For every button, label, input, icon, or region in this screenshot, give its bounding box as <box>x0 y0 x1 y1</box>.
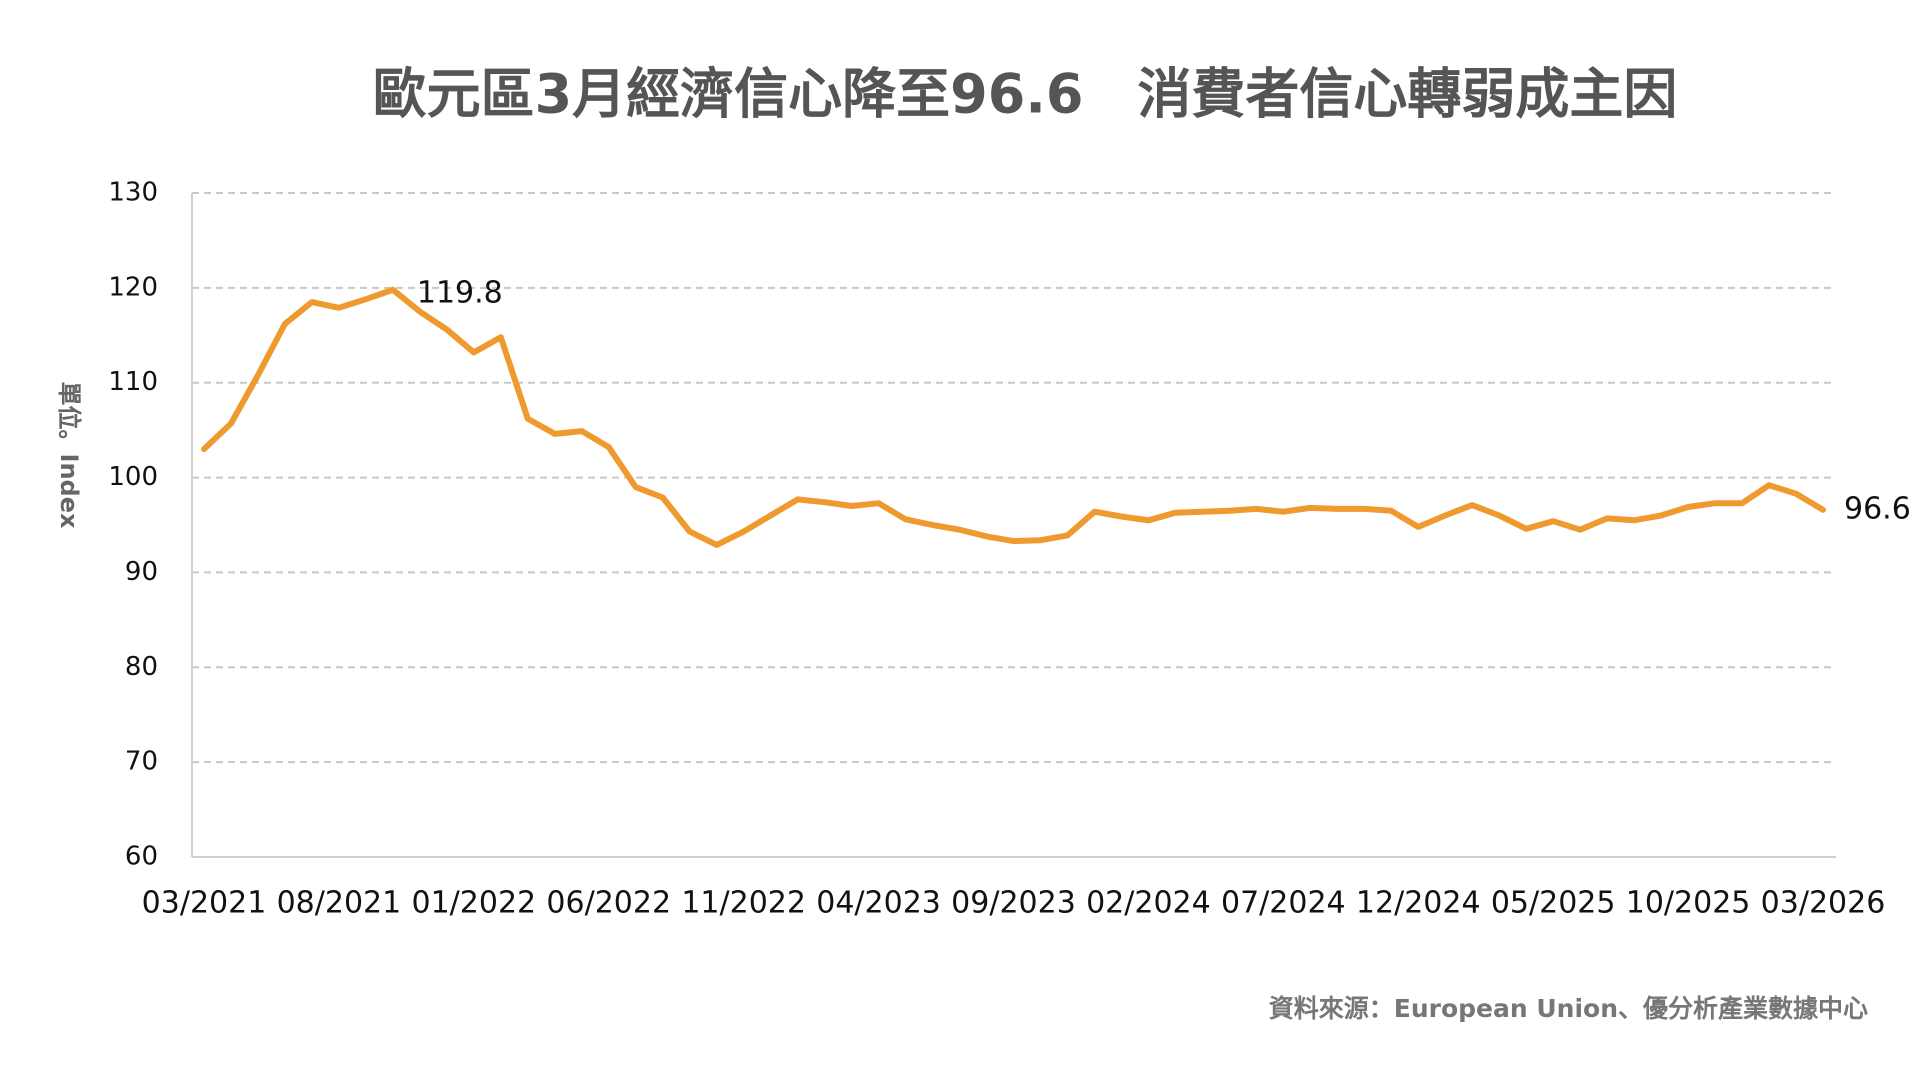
data-line <box>201 286 1826 548</box>
chart-title: 歐元區3月經濟信心降至96.6 消費者信心轉弱成主因 <box>373 63 1678 126</box>
x-tick-label: 11/2022 <box>681 886 806 921</box>
x-tick-label: 09/2023 <box>951 886 1076 921</box>
y-tick-label: 80 <box>125 652 158 682</box>
y-tick-label: 90 <box>125 557 158 587</box>
x-tick-label: 07/2024 <box>1221 886 1346 921</box>
x-tick-label: 03/2026 <box>1761 886 1886 921</box>
y-tick-label: 70 <box>125 747 158 777</box>
x-tick-label: 08/2021 <box>277 886 402 921</box>
x-tick-label: 12/2024 <box>1356 886 1481 921</box>
y-tick-label: 110 <box>108 367 158 397</box>
y-tick-label: 120 <box>108 272 158 302</box>
data-label: 119.8 <box>417 275 503 310</box>
x-tick-label: 04/2023 <box>816 886 941 921</box>
data-label: 96.6 <box>1844 491 1911 526</box>
x-tick-label: 01/2022 <box>412 886 537 921</box>
x-tick-label: 03/2021 <box>142 886 267 921</box>
x-tick-label: 06/2022 <box>546 886 671 921</box>
y-tick-label: 130 <box>108 178 158 208</box>
x-tick-label: 10/2025 <box>1626 886 1751 921</box>
x-tick-label: 02/2024 <box>1086 886 1211 921</box>
source-note: 資料來源：European Union、優分析產業數據中心 <box>1269 994 1868 1023</box>
y-tick-label: 100 <box>108 462 158 492</box>
y-axis-label: 單位。Index <box>55 382 83 529</box>
x-tick-label: 05/2025 <box>1491 886 1616 921</box>
y-tick-label: 60 <box>125 842 158 872</box>
